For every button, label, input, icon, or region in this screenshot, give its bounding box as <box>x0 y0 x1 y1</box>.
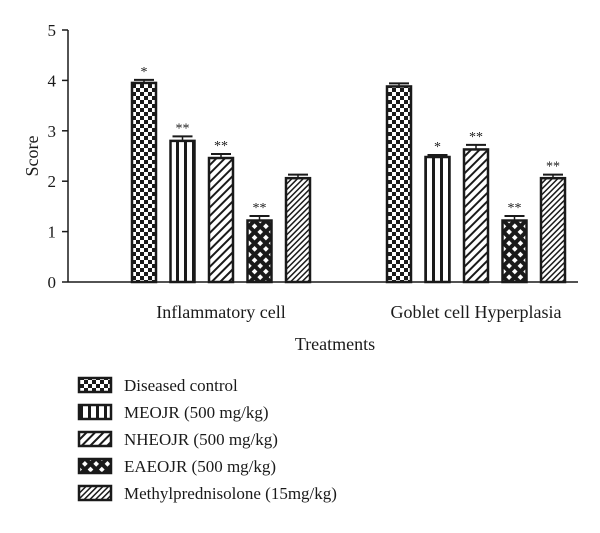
significance-mark: ** <box>253 201 267 216</box>
y-tick-label: 4 <box>48 71 57 90</box>
y-tick-label: 1 <box>48 223 57 242</box>
bar-fine-diagonal <box>284 176 312 284</box>
bar-diagonal-stripes <box>207 156 235 284</box>
bar-diagonal-stripes <box>462 148 490 284</box>
y-tick-label: 5 <box>48 21 57 40</box>
significance-mark: * <box>434 140 441 155</box>
significance-mark: ** <box>469 130 483 145</box>
legend-swatch-diagonal-stripes <box>77 430 113 448</box>
legend-label: EAEOJR (500 mg/kg) <box>124 457 276 476</box>
legend-label: NHEOJR (500 mg/kg) <box>124 430 278 449</box>
y-tick-label: 3 <box>48 122 57 141</box>
legend-swatch-fine-diagonal <box>77 484 113 502</box>
legend-label: Diseased control <box>124 376 238 395</box>
legend-swatch-vertical-stripes <box>77 403 113 421</box>
legend-label: MEOJR (500 mg/kg) <box>124 403 269 422</box>
x-category-label: Inflammatory cell <box>156 302 285 322</box>
x-category-label: Goblet cell Hyperplasia <box>391 302 562 322</box>
bar-diamond-grid <box>246 219 273 284</box>
y-axis-title: Score <box>22 135 42 176</box>
x-axis-title: Treatments <box>295 334 375 354</box>
legend-swatch-diamond-grid <box>77 457 113 475</box>
y-tick-label: 0 <box>48 273 57 292</box>
significance-mark: ** <box>546 160 560 175</box>
bar-fine-diagonal <box>539 176 567 284</box>
y-tick-label: 2 <box>48 172 57 191</box>
bar-checker <box>130 81 158 284</box>
bar-vertical-stripes <box>169 139 196 284</box>
bar-checker <box>385 85 413 284</box>
bar-diamond-grid <box>501 219 528 284</box>
significance-mark: ** <box>176 121 190 136</box>
bar-vertical-stripes <box>424 155 451 284</box>
legend-label: Methylprednisolone (15mg/kg) <box>124 484 337 503</box>
significance-mark: ** <box>214 139 228 154</box>
significance-mark: ** <box>508 201 522 216</box>
legend: Diseased control MEOJR (500 mg/kg) NHEOJR … <box>77 376 337 503</box>
legend-swatch-checker <box>77 376 113 394</box>
bars <box>130 78 567 284</box>
labels: *******Inflammatory cell*******Goblet ce… <box>141 65 562 354</box>
significance-mark: * <box>141 65 148 80</box>
